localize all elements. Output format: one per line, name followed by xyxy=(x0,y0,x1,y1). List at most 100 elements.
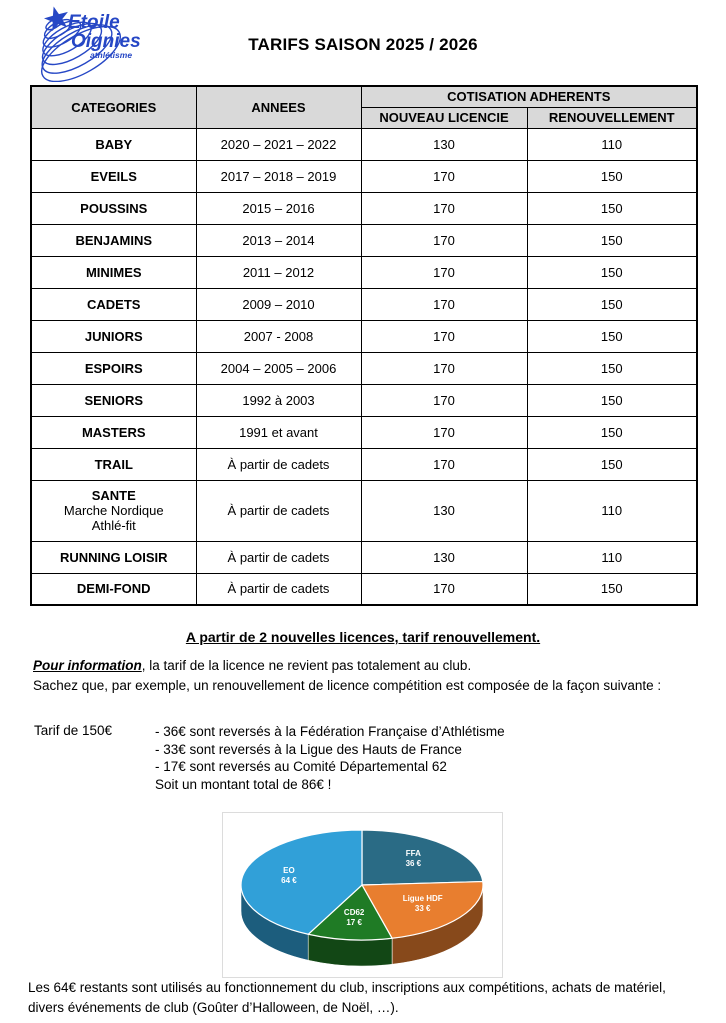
nouveau-licencie-cell: 170 xyxy=(360,447,528,481)
table-row: TRAIL À partir de cadets 170 150 xyxy=(30,447,698,481)
category-cell: POUSSINS xyxy=(30,191,197,225)
renouvellement-cell: 110 xyxy=(526,540,698,574)
nouveau-licencie-cell: 130 xyxy=(360,479,528,542)
tarifs-table: CATEGORIES ANNEES COTISATION ADHERENTS N… xyxy=(30,85,699,606)
annees-cell: 1992 à 2003 xyxy=(195,383,362,417)
logo-text-etoile: Etoile xyxy=(68,12,120,33)
tarif-breakdown-lines: - 36€ sont reversés à la Fédération Fran… xyxy=(155,723,505,793)
tarif-breakdown: Tarif de 150€ - 36€ sont reversés à la F… xyxy=(34,723,505,793)
annees-cell: À partir de cadets xyxy=(195,572,362,606)
table-row: EVEILS 2017 – 2018 – 2019 170 150 xyxy=(30,159,698,193)
table-row: SENIORS 1992 à 2003 170 150 xyxy=(30,383,698,417)
renouvellement-cell: 110 xyxy=(526,479,698,542)
renouvellement-cell: 110 xyxy=(526,127,698,161)
nouveau-licencie-cell: 170 xyxy=(360,287,528,321)
renouvellement-cell: 150 xyxy=(526,191,698,225)
renouvellement-cell: 150 xyxy=(526,351,698,385)
pie-chart: FFA 36 € Ligue HDF 33 € CD62 17 € EO 64 € xyxy=(240,829,484,967)
table-row: SANTE Marche Nordique Athlé-fit À partir de… xyxy=(30,479,698,542)
col-header-annees: ANNEES xyxy=(195,85,362,129)
annees-cell: À partir de cadets xyxy=(195,540,362,574)
annees-cell: À partir de cadets xyxy=(195,479,362,542)
table-row: BABY 2020 – 2021 – 2022 130 110 xyxy=(30,127,698,161)
category-cell: TRAIL xyxy=(30,447,197,481)
breakdown-line: - 36€ sont reversés à la Fédération Fran… xyxy=(155,724,505,739)
info-lead-rest: , la tarif de la licence ne revient pas … xyxy=(141,658,472,673)
renouvellement-cell: 150 xyxy=(526,255,698,289)
pie-slice-ligue-hdf xyxy=(361,880,484,939)
category-cell: MINIMES xyxy=(30,255,197,289)
table-row: MASTERS 1991 et avant 170 150 xyxy=(30,415,698,449)
chart-container: FFA 36 € Ligue HDF 33 € CD62 17 € EO 64 € xyxy=(222,812,503,978)
table-row: BENJAMINS 2013 – 2014 170 150 xyxy=(30,223,698,257)
renouvellement-cell: 150 xyxy=(526,319,698,353)
breakdown-line: - 17€ sont reversés au Comité Départemen… xyxy=(155,759,447,774)
pie-label-ligue-hdf: Ligue HDF 33 € xyxy=(403,894,443,913)
renouvellement-cell: 150 xyxy=(526,572,698,606)
col-header-categories: CATEGORIES xyxy=(30,85,197,129)
nouveau-licencie-cell: 170 xyxy=(360,383,528,417)
nouveau-licencie-cell: 170 xyxy=(360,223,528,257)
annees-cell: 1991 et avant xyxy=(195,415,362,449)
category-cell: JUNIORS xyxy=(30,319,197,353)
category-cell: SENIORS xyxy=(30,383,197,417)
pie-label-eo: EO 64 € xyxy=(281,866,297,885)
highlight-note: A partir de 2 nouvelles licences, tarif … xyxy=(185,629,541,645)
star-icon xyxy=(43,6,68,32)
nouveau-licencie-cell: 170 xyxy=(360,415,528,449)
category-cell: SANTE Marche Nordique Athlé-fit xyxy=(30,479,197,542)
table-row: ESPOIRS 2004 – 2005 – 2006 170 150 xyxy=(30,351,698,385)
renouvellement-cell: 150 xyxy=(526,287,698,321)
nouveau-licencie-cell: 170 xyxy=(360,191,528,225)
renouvellement-cell: 150 xyxy=(526,383,698,417)
table-row: DEMI-FOND À partir de cadets 170 150 xyxy=(30,572,698,606)
nouveau-licencie-cell: 130 xyxy=(360,127,528,161)
nouveau-licencie-cell: 170 xyxy=(360,159,528,193)
breakdown-line: Soit un montant total de 86€ ! xyxy=(155,776,332,792)
nouveau-licencie-cell: 170 xyxy=(360,255,528,289)
info-paragraph: Pour information, la tarif de la licence… xyxy=(33,656,679,695)
annees-cell: 2017 – 2018 – 2019 xyxy=(195,159,362,193)
category-cell: DEMI-FOND xyxy=(30,572,197,606)
renouvellement-cell: 150 xyxy=(526,447,698,481)
category-cell: EVEILS xyxy=(30,159,197,193)
annees-cell: 2020 – 2021 – 2022 xyxy=(195,127,362,161)
col-header-renouvellement: RENOUVELLEMENT xyxy=(526,106,698,129)
info-lead: Pour information xyxy=(33,658,142,673)
category-cell: BENJAMINS xyxy=(30,223,197,257)
table-row: JUNIORS 2007 - 2008 170 150 xyxy=(30,319,698,353)
col-header-nouveau-licencie: NOUVEAU LICENCIE xyxy=(360,106,528,129)
annees-cell: 2015 – 2016 xyxy=(195,191,362,225)
nouveau-licencie-cell: 130 xyxy=(360,540,528,574)
annees-cell: 2007 - 2008 xyxy=(195,319,362,353)
renouvellement-cell: 150 xyxy=(526,415,698,449)
annees-cell: 2004 – 2005 – 2006 xyxy=(195,351,362,385)
club-logo: Etoile Oignies athlétisme xyxy=(41,6,141,82)
nouveau-licencie-cell: 170 xyxy=(360,319,528,353)
tarif-label: Tarif de 150€ xyxy=(34,723,113,738)
nouveau-licencie-cell: 170 xyxy=(360,351,528,385)
breakdown-line: - 33€ sont reversés à la Ligue des Hauts… xyxy=(155,741,462,757)
category-cell: ESPOIRS xyxy=(30,351,197,385)
pie-label-cd62: CD62 17 € xyxy=(344,908,365,927)
logo-text-oignies: Oignies xyxy=(71,31,141,52)
category-cell: BABY xyxy=(30,127,197,161)
category-cell: CADETS xyxy=(30,287,197,321)
tarifs-table-header: CATEGORIES ANNEES COTISATION ADHERENTS N… xyxy=(30,85,698,129)
table-row: POUSSINS 2015 – 2016 170 150 xyxy=(30,191,698,225)
renouvellement-cell: 150 xyxy=(526,223,698,257)
nouveau-licencie-cell: 170 xyxy=(360,572,528,606)
pie-slice-eo xyxy=(240,829,363,935)
annees-cell: 2011 – 2012 xyxy=(195,255,362,289)
table-row: MINIMES 2011 – 2012 170 150 xyxy=(30,255,698,289)
category-cell: RUNNING LOISIR xyxy=(30,540,197,574)
pie-label-ffa: FFA 36 € xyxy=(406,849,422,868)
col-header-cotisation: COTISATION ADHERENTS xyxy=(360,85,698,108)
renouvellement-cell: 150 xyxy=(526,159,698,193)
table-row: RUNNING LOISIR À partir de cadets 130 110 xyxy=(30,540,698,574)
annees-cell: 2009 – 2010 xyxy=(195,287,362,321)
footer-paragraph: Les 64€ restants sont utilisés au foncti… xyxy=(28,980,666,1015)
annees-cell: À partir de cadets xyxy=(195,447,362,481)
table-row: CADETS 2009 – 2010 170 150 xyxy=(30,287,698,321)
